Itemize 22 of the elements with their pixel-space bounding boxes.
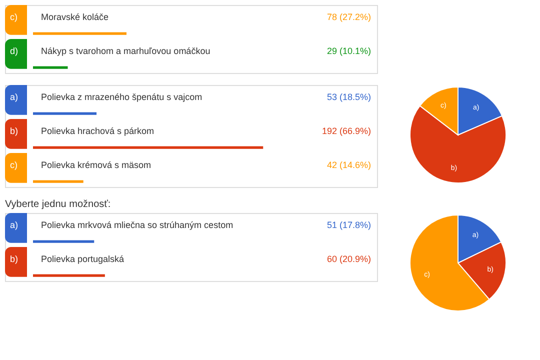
text: a) — [10, 220, 18, 230]
text: d) — [10, 46, 18, 56]
data-label: 29 (10.1%) — [326, 46, 371, 56]
data-label: 192 (66.9%) — [322, 126, 371, 136]
data-label: 51 (17.8%) — [326, 220, 371, 230]
data-label: 78 (27.2%) — [326, 12, 371, 22]
text: c) — [10, 12, 18, 22]
chart-title: Vyberte jednu možnosť: — [5, 199, 111, 210]
y-tick-label: Polievka hrachová s párkom — [41, 126, 154, 136]
text: c) — [10, 160, 18, 170]
y-tick-label: Polievka mrkvová mliečna so strúhaným cestom — [41, 220, 234, 230]
text: b) — [10, 254, 18, 264]
y-tick-label: Polievka krémová s mäsom — [41, 160, 152, 170]
data-label: 60 (20.9%) — [326, 254, 371, 264]
y-tick-label: Polievka z mrazeného špenátu s vajcom — [41, 92, 202, 102]
y-tick-label: Polievka portugalská — [41, 254, 124, 264]
data-label: 42 (14.6%) — [326, 160, 371, 170]
y-tick-label: Nákyp s tvarohom a marhuľovou omáčkou — [41, 46, 210, 56]
y-tick-label: Moravské koláče — [41, 12, 109, 22]
text: b) — [10, 126, 18, 136]
data-label: 53 (18.5%) — [326, 92, 371, 102]
text: a) — [10, 92, 18, 102]
